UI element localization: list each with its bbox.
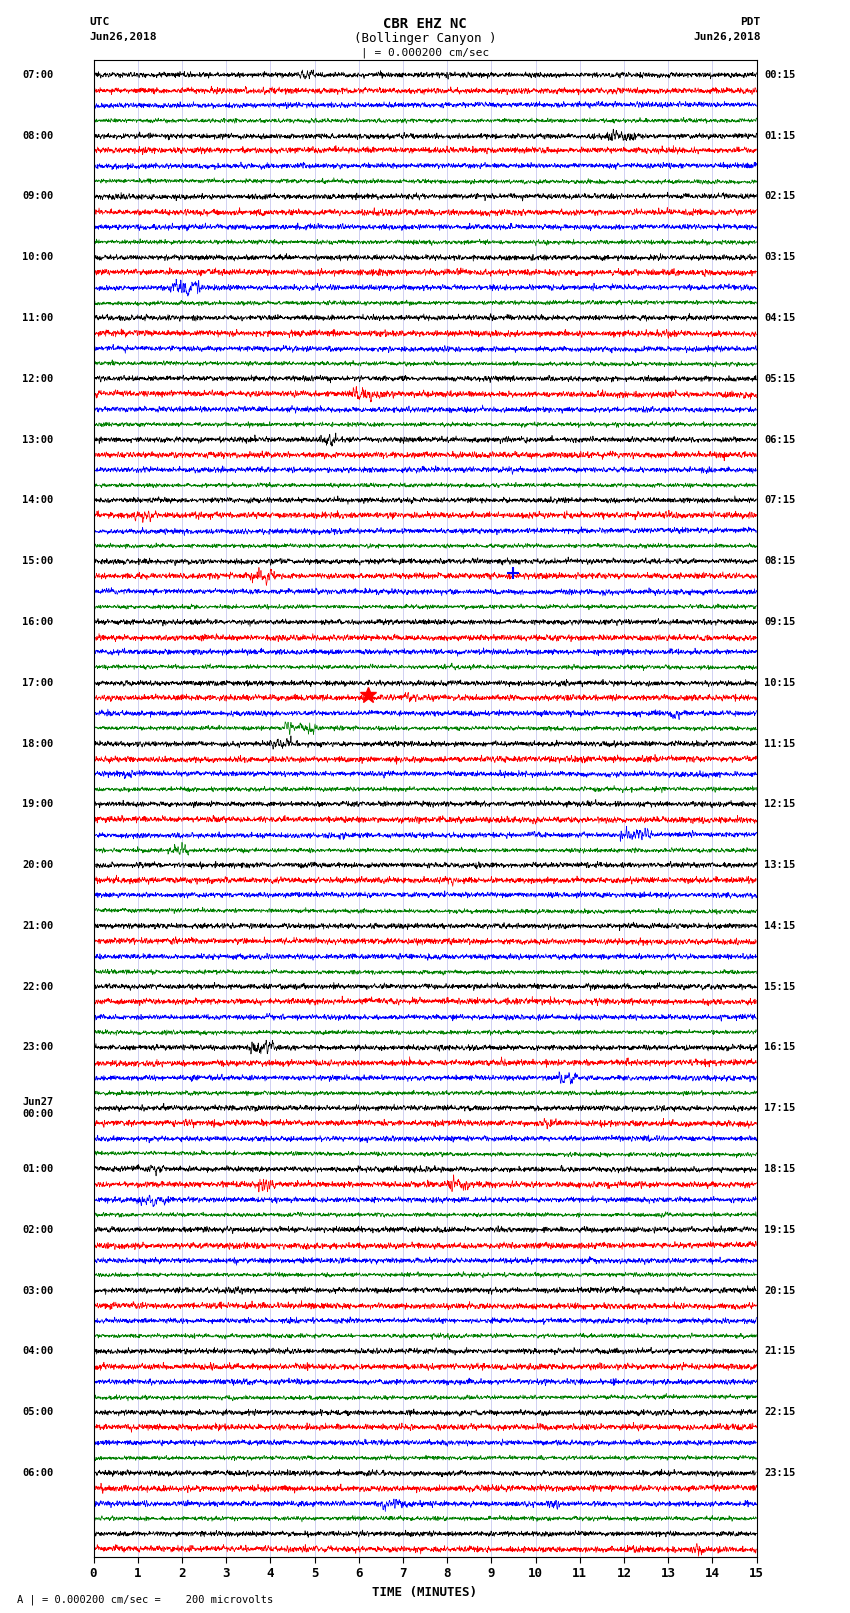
Text: 08:00: 08:00	[22, 131, 54, 140]
Text: 11:00: 11:00	[22, 313, 54, 323]
Text: 14:15: 14:15	[764, 921, 796, 931]
Text: PDT: PDT	[740, 18, 761, 27]
Text: 09:00: 09:00	[22, 192, 54, 202]
Text: 17:00: 17:00	[22, 677, 54, 687]
Text: 23:00: 23:00	[22, 1042, 54, 1052]
Text: 20:15: 20:15	[764, 1286, 796, 1295]
Text: 20:00: 20:00	[22, 860, 54, 869]
Text: 05:15: 05:15	[764, 374, 796, 384]
Text: 21:15: 21:15	[764, 1347, 796, 1357]
Text: 02:15: 02:15	[764, 192, 796, 202]
Text: 06:00: 06:00	[22, 1468, 54, 1478]
Text: 19:15: 19:15	[764, 1224, 796, 1236]
Text: 04:15: 04:15	[764, 313, 796, 323]
Text: 14:00: 14:00	[22, 495, 54, 505]
Text: 10:15: 10:15	[764, 677, 796, 687]
Text: 18:00: 18:00	[22, 739, 54, 748]
Text: 12:15: 12:15	[764, 800, 796, 810]
Text: 00:15: 00:15	[764, 69, 796, 81]
Text: 16:00: 16:00	[22, 616, 54, 627]
X-axis label: TIME (MINUTES): TIME (MINUTES)	[372, 1586, 478, 1598]
Text: 13:15: 13:15	[764, 860, 796, 869]
Text: 02:00: 02:00	[22, 1224, 54, 1236]
Text: 01:15: 01:15	[764, 131, 796, 140]
Text: 07:00: 07:00	[22, 69, 54, 81]
Text: 03:00: 03:00	[22, 1286, 54, 1295]
Text: 15:15: 15:15	[764, 982, 796, 992]
Text: 15:00: 15:00	[22, 556, 54, 566]
Text: 13:00: 13:00	[22, 434, 54, 445]
Text: 03:15: 03:15	[764, 252, 796, 263]
Text: Jun26,2018: Jun26,2018	[694, 32, 761, 42]
Text: 01:00: 01:00	[22, 1165, 54, 1174]
Text: 09:15: 09:15	[764, 616, 796, 627]
Text: 06:15: 06:15	[764, 434, 796, 445]
Text: 11:15: 11:15	[764, 739, 796, 748]
Text: 10:00: 10:00	[22, 252, 54, 263]
Text: | = 0.000200 cm/sec: | = 0.000200 cm/sec	[361, 47, 489, 58]
Text: CBR EHZ NC: CBR EHZ NC	[383, 16, 467, 31]
Text: 08:15: 08:15	[764, 556, 796, 566]
Text: 19:00: 19:00	[22, 800, 54, 810]
Text: 22:00: 22:00	[22, 982, 54, 992]
Text: 12:00: 12:00	[22, 374, 54, 384]
Text: (Bollinger Canyon ): (Bollinger Canyon )	[354, 32, 496, 45]
Text: 04:00: 04:00	[22, 1347, 54, 1357]
Text: 22:15: 22:15	[764, 1407, 796, 1418]
Text: A | = 0.000200 cm/sec =    200 microvolts: A | = 0.000200 cm/sec = 200 microvolts	[17, 1594, 273, 1605]
Text: Jun27
00:00: Jun27 00:00	[22, 1097, 54, 1119]
Text: 21:00: 21:00	[22, 921, 54, 931]
Text: 07:15: 07:15	[764, 495, 796, 505]
Text: 17:15: 17:15	[764, 1103, 796, 1113]
Text: Jun26,2018: Jun26,2018	[89, 32, 156, 42]
Text: 16:15: 16:15	[764, 1042, 796, 1052]
Text: 23:15: 23:15	[764, 1468, 796, 1478]
Text: 05:00: 05:00	[22, 1407, 54, 1418]
Text: 18:15: 18:15	[764, 1165, 796, 1174]
Text: UTC: UTC	[89, 18, 110, 27]
